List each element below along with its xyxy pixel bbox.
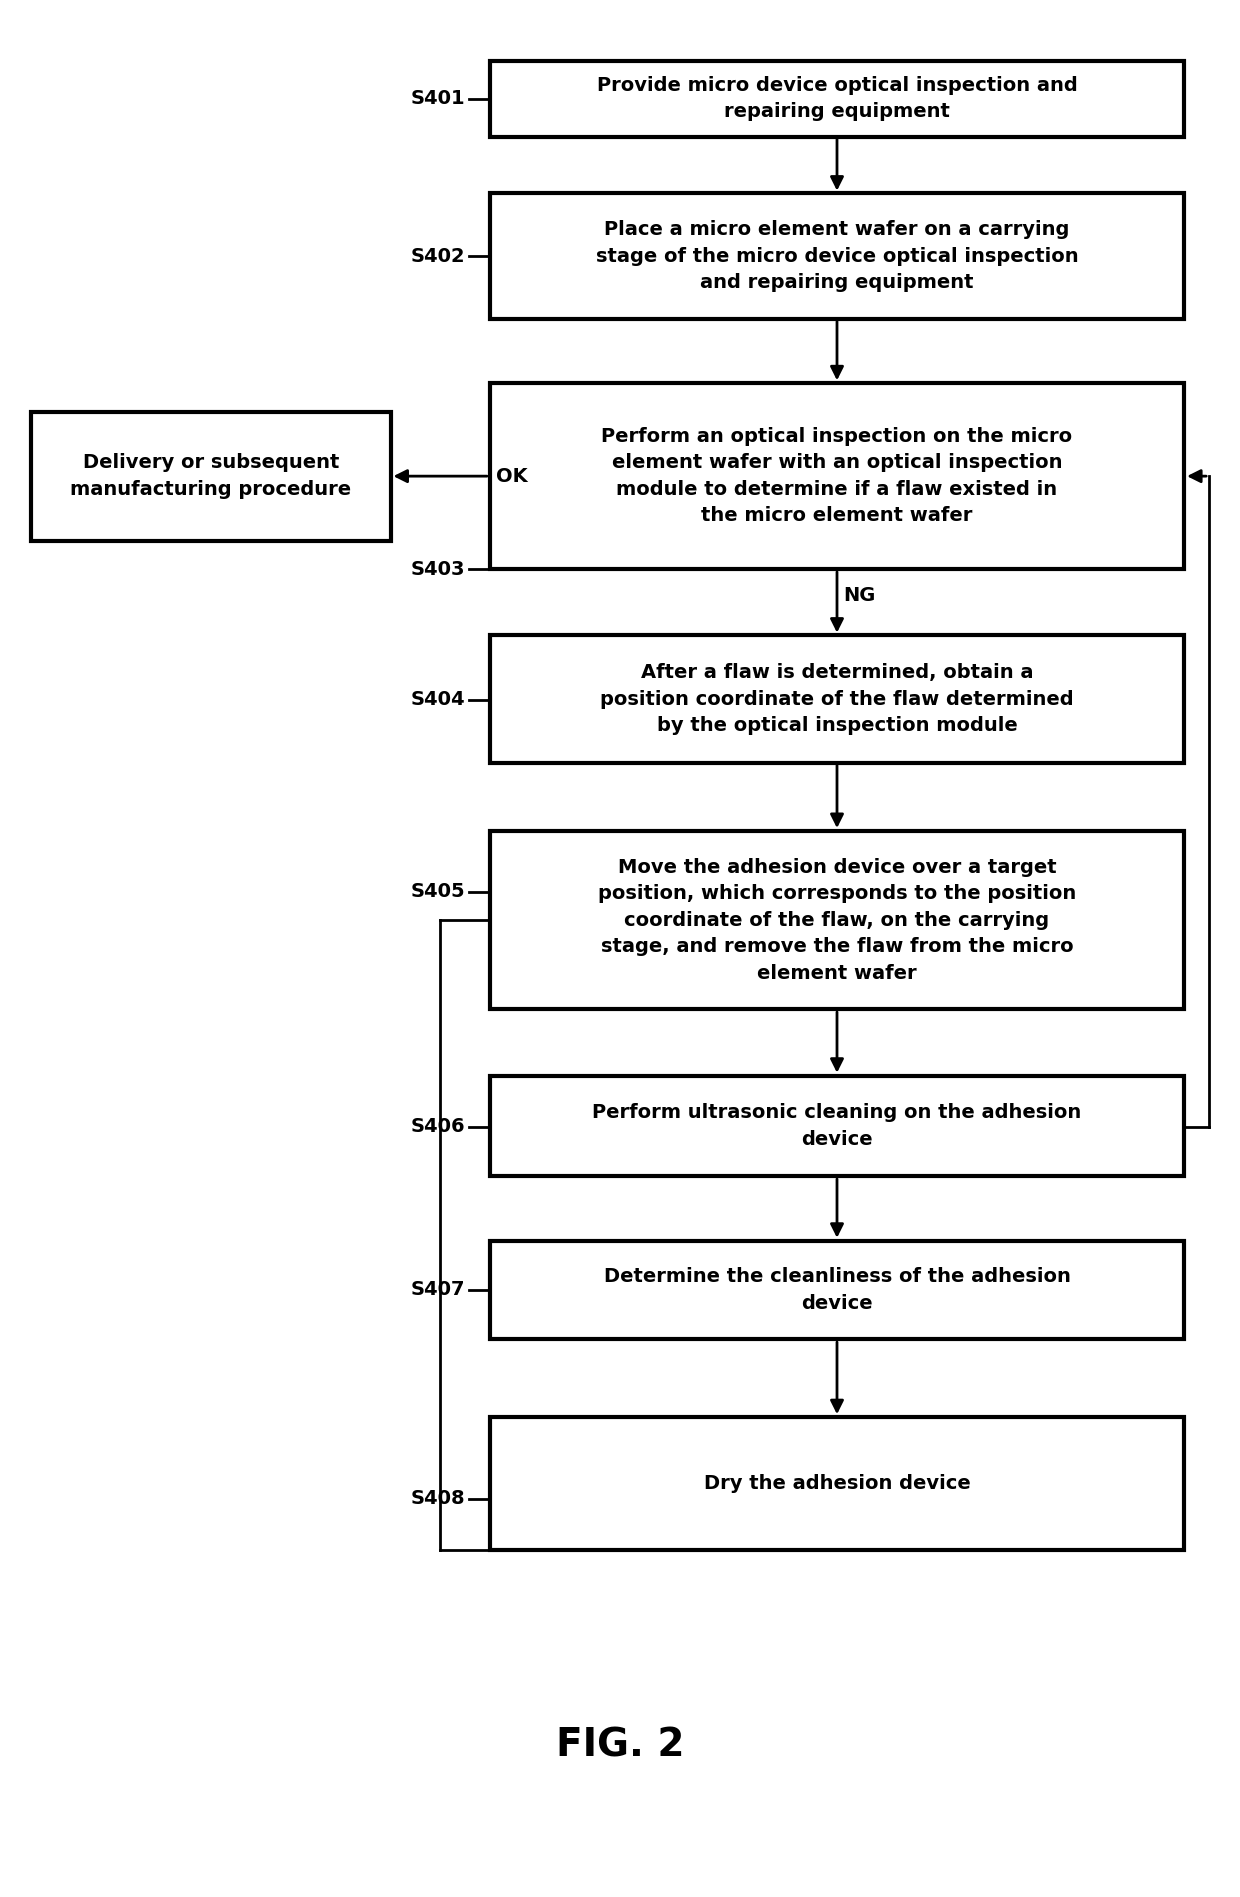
Text: Dry the adhesion device: Dry the adhesion device xyxy=(703,1474,971,1493)
Text: S408: S408 xyxy=(410,1489,465,1508)
Text: OK: OK xyxy=(496,467,528,486)
Text: NG: NG xyxy=(843,586,875,605)
Bar xyxy=(490,61,1184,137)
Bar xyxy=(490,635,1184,763)
Text: Perform an optical inspection on the micro
element wafer with an optical inspect: Perform an optical inspection on the mic… xyxy=(601,427,1073,525)
Text: S407: S407 xyxy=(410,1280,465,1299)
Text: S403: S403 xyxy=(410,560,465,579)
Bar xyxy=(490,831,1184,1009)
Text: FIG. 2: FIG. 2 xyxy=(556,1726,684,1764)
Text: After a flaw is determined, obtain a
position coordinate of the flaw determined
: After a flaw is determined, obtain a pos… xyxy=(600,664,1074,734)
Text: Place a micro element wafer on a carrying
stage of the micro device optical insp: Place a micro element wafer on a carryin… xyxy=(595,220,1079,292)
Text: S406: S406 xyxy=(410,1117,465,1136)
Text: Determine the cleanliness of the adhesion
device: Determine the cleanliness of the adhesio… xyxy=(604,1267,1070,1313)
Bar xyxy=(490,1241,1184,1339)
Text: S404: S404 xyxy=(410,691,465,709)
Text: S402: S402 xyxy=(410,247,465,266)
Bar xyxy=(31,412,391,541)
Text: Provide micro device optical inspection and
repairing equipment: Provide micro device optical inspection … xyxy=(596,76,1078,121)
Bar xyxy=(490,383,1184,569)
Text: Delivery or subsequent
manufacturing procedure: Delivery or subsequent manufacturing pro… xyxy=(71,453,351,499)
Bar xyxy=(490,193,1184,319)
Text: S401: S401 xyxy=(410,89,465,108)
Bar xyxy=(490,1417,1184,1550)
Text: Perform ultrasonic cleaning on the adhesion
device: Perform ultrasonic cleaning on the adhes… xyxy=(593,1104,1081,1148)
Bar xyxy=(490,1076,1184,1176)
Text: Move the adhesion device over a target
position, which corresponds to the positi: Move the adhesion device over a target p… xyxy=(598,857,1076,983)
Text: S405: S405 xyxy=(410,882,465,901)
